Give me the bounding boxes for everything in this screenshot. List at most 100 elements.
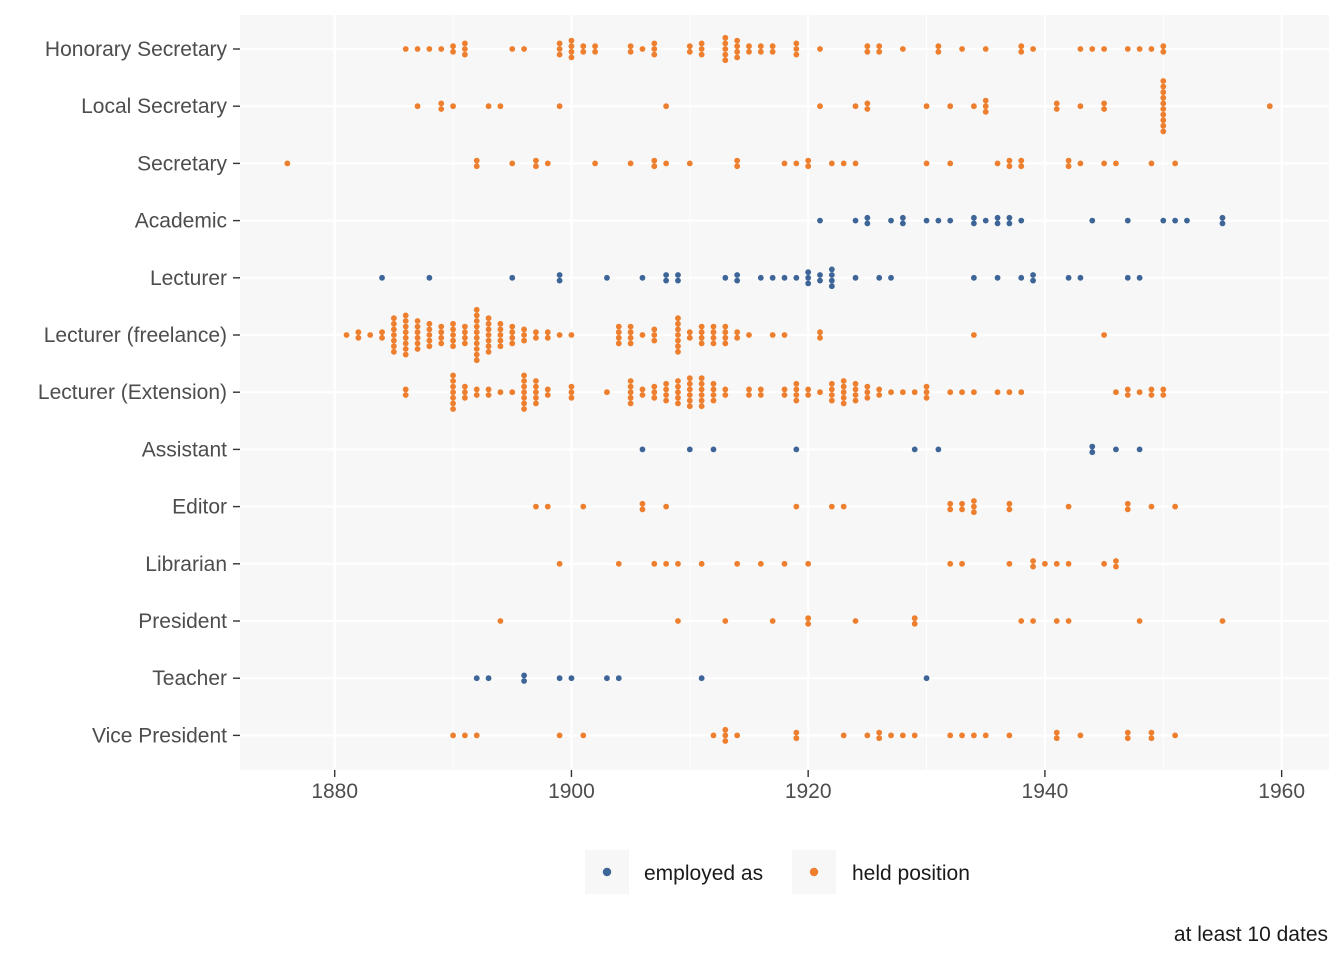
point-secretary	[840, 160, 847, 167]
point-honorary-secretary	[876, 43, 883, 50]
point-lecturer-extension	[639, 386, 646, 393]
point-lecturer-extension	[568, 383, 575, 390]
point-lecturer-freelance	[509, 340, 516, 347]
point-librarian	[805, 560, 812, 567]
point-lecturer-extension	[970, 389, 977, 396]
point-lecturer-freelance	[355, 334, 362, 341]
x-label-1920: 1920	[785, 780, 832, 803]
point-lecturer-freelance	[473, 346, 480, 352]
point-local-secretary	[1160, 94, 1167, 101]
point-lecturer-freelance	[710, 323, 717, 330]
point-editor	[639, 506, 646, 513]
point-academic	[1089, 217, 1096, 224]
point-lecturer-extension	[604, 389, 610, 396]
point-vice-president	[888, 732, 894, 739]
point-honorary-secretary	[556, 40, 563, 47]
point-lecturer-freelance	[497, 326, 504, 333]
point-secretary	[1101, 160, 1107, 167]
point-lecturer-freelance	[438, 323, 445, 330]
point-lecturer-extension	[746, 386, 752, 393]
point-honorary-secretary	[793, 40, 800, 47]
point-honorary-secretary	[757, 43, 764, 50]
point-lecturer-freelance	[533, 329, 539, 336]
point-honorary-secretary	[1148, 46, 1155, 52]
point-vice-president	[1148, 735, 1155, 742]
point-honorary-secretary	[899, 46, 906, 52]
point-lecturer-freelance	[426, 332, 433, 338]
point-lecturer-freelance	[402, 329, 409, 336]
point-honorary-secretary	[1160, 48, 1167, 55]
point-honorary-secretary	[1136, 46, 1143, 52]
point-lecturer-freelance	[746, 332, 752, 338]
point-honorary-secretary	[864, 43, 871, 50]
point-local-secretary	[485, 103, 492, 110]
point-editor	[1124, 500, 1131, 507]
point-lecturer-freelance	[450, 337, 456, 344]
point-lecturer-extension	[781, 392, 788, 398]
point-assistant	[686, 446, 693, 453]
point-lecturer	[604, 274, 610, 281]
point-honorary-secretary	[521, 46, 527, 52]
point-secretary	[1077, 160, 1084, 167]
point-lecturer-freelance	[651, 332, 658, 338]
point-lecturer-freelance	[734, 334, 741, 341]
point-lecturer-extension	[840, 394, 847, 401]
point-lecturer-freelance	[675, 337, 681, 344]
point-lecturer-extension	[663, 380, 670, 387]
point-secretary	[994, 160, 1001, 167]
point-honorary-secretary	[556, 46, 563, 52]
point-lecturer	[722, 274, 729, 281]
point-lecturer-freelance	[402, 312, 409, 319]
y-label-vice-president: Vice President	[92, 724, 227, 747]
y-label-editor: Editor	[172, 496, 227, 519]
point-lecturer	[379, 274, 385, 281]
point-librarian	[663, 560, 670, 567]
point-teacher	[521, 678, 527, 684]
point-lecturer	[852, 274, 859, 281]
point-lecturer-freelance	[627, 323, 634, 330]
point-lecturer-freelance	[485, 320, 492, 327]
point-librarian	[734, 560, 741, 567]
point-secretary	[1065, 157, 1072, 164]
chart-caption: at least 10 dates	[1174, 923, 1328, 946]
y-label-local-secretary: Local Secretary	[81, 95, 227, 118]
point-lecturer-extension	[710, 392, 717, 398]
point-honorary-secretary	[509, 46, 516, 52]
point-honorary-secretary	[982, 46, 989, 52]
point-honorary-secretary	[686, 43, 693, 50]
point-honorary-secretary	[817, 46, 823, 52]
point-assistant	[710, 446, 717, 453]
point-lecturer-extension	[864, 394, 871, 401]
point-lecturer-freelance	[414, 346, 421, 352]
point-lecturer-extension	[852, 386, 859, 393]
point-honorary-secretary	[639, 46, 646, 52]
point-librarian	[1006, 560, 1013, 567]
point-local-secretary	[663, 103, 670, 110]
point-local-secretary	[450, 103, 456, 110]
point-local-secretary	[852, 103, 859, 110]
point-editor	[970, 509, 977, 516]
point-lecturer-extension	[781, 386, 788, 393]
point-librarian	[781, 560, 788, 567]
point-local-secretary	[438, 106, 445, 112]
point-lecturer-freelance	[627, 340, 634, 347]
point-lecturer	[1136, 274, 1143, 281]
point-lecturer-freelance	[675, 332, 681, 338]
point-lecturer-freelance	[414, 334, 421, 341]
point-lecturer	[663, 272, 670, 278]
point-secretary	[947, 160, 954, 167]
point-academic	[899, 214, 906, 221]
point-lecturer-extension	[663, 397, 670, 404]
point-lecturer-extension	[651, 394, 658, 401]
point-secretary	[805, 163, 812, 170]
point-lecturer-freelance	[568, 332, 575, 338]
point-president	[852, 618, 859, 624]
point-secretary	[1148, 160, 1155, 167]
point-lecturer-extension	[462, 383, 468, 390]
point-lecturer-extension	[698, 386, 705, 393]
point-lecturer-freelance	[497, 320, 504, 327]
point-honorary-secretary	[1124, 46, 1131, 52]
point-honorary-secretary	[746, 48, 752, 55]
point-honorary-secretary	[935, 43, 942, 50]
point-honorary-secretary	[1018, 43, 1025, 50]
